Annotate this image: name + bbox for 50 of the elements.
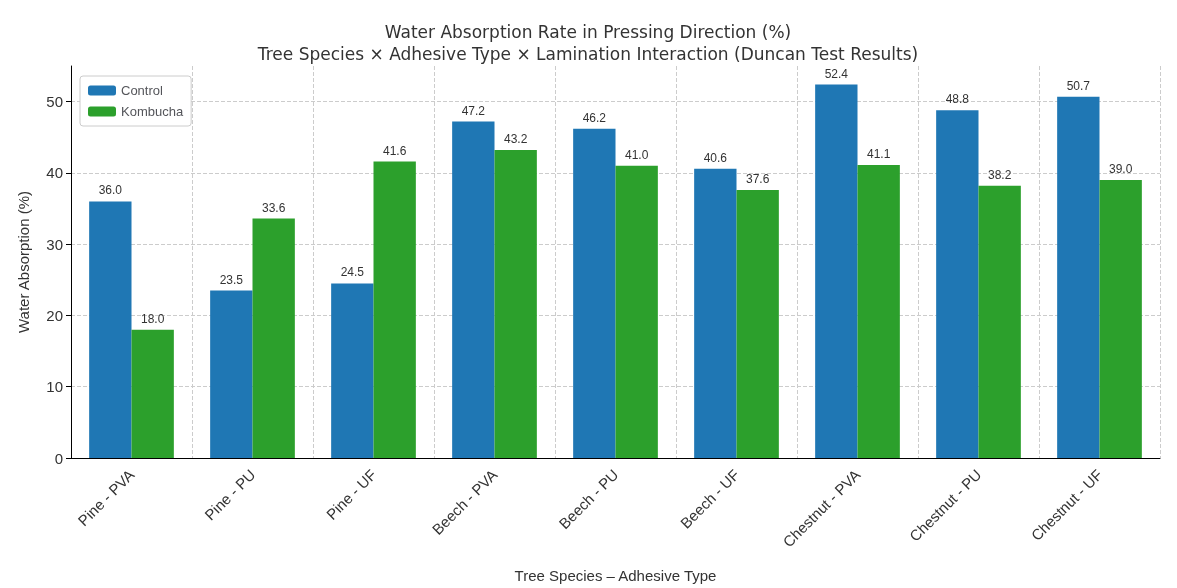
- bar: [694, 168, 737, 458]
- data-label: 37.6: [746, 172, 770, 187]
- data-label: 24.5: [340, 265, 365, 280]
- bar: [452, 121, 495, 458]
- data-label: 38.2: [988, 167, 1012, 182]
- bar: [331, 283, 374, 458]
- bar: [615, 165, 658, 458]
- data-label: 48.8: [945, 92, 970, 107]
- bar: [978, 185, 1021, 458]
- bar: [494, 150, 537, 458]
- x-tick-label: Pine - PU: [201, 465, 259, 524]
- data-label: 18.0: [141, 311, 165, 326]
- legend-label: Kombucha: [121, 104, 184, 119]
- data-label: 39.0: [1109, 162, 1133, 177]
- bar: [736, 190, 779, 458]
- y-tick-label: 20: [46, 306, 63, 324]
- data-label: 46.2: [582, 110, 607, 125]
- data-label: 41.0: [625, 147, 649, 162]
- bar: [573, 128, 616, 458]
- data-label: 52.4: [824, 66, 849, 81]
- bar: [857, 165, 900, 458]
- data-label: 41.1: [867, 147, 891, 162]
- x-tick-label: Pine - PVA: [74, 465, 138, 530]
- data-label: 33.6: [262, 200, 286, 215]
- data-label: 50.7: [1066, 78, 1091, 93]
- data-label: 43.2: [504, 132, 528, 147]
- y-tick-label: 10: [46, 378, 63, 396]
- y-tick-label: 30: [46, 235, 63, 253]
- x-tick-label: Pine - UF: [322, 465, 380, 523]
- legend-label: Control: [121, 83, 164, 98]
- data-label: 41.6: [383, 143, 407, 158]
- x-axis-title: Tree Species – Adhesive Type: [514, 567, 717, 584]
- bar: [1099, 180, 1142, 458]
- data-label: 47.2: [461, 103, 486, 118]
- bar: [252, 218, 295, 458]
- y-axis-title: Water Absorption (%): [15, 191, 32, 333]
- bar: [1057, 96, 1100, 458]
- chart-title: Water Absorption Rate in Pressing Direction (%) Tree Species × Adhesive Type × Lamination Interaction (Duncan Test Results): [256, 22, 919, 64]
- data-label: 40.6: [703, 150, 728, 165]
- bar: [89, 201, 132, 458]
- bar: [131, 329, 174, 458]
- data-label: 23.5: [219, 272, 244, 287]
- y-tick-label: 40: [46, 164, 63, 182]
- bar: [210, 290, 253, 458]
- data-label: 36.0: [98, 183, 123, 198]
- bar: [815, 84, 858, 458]
- y-tick-label: 0: [54, 449, 63, 467]
- y-tick-label: 50: [46, 93, 63, 111]
- bar: [373, 161, 416, 458]
- bar: [936, 110, 979, 458]
